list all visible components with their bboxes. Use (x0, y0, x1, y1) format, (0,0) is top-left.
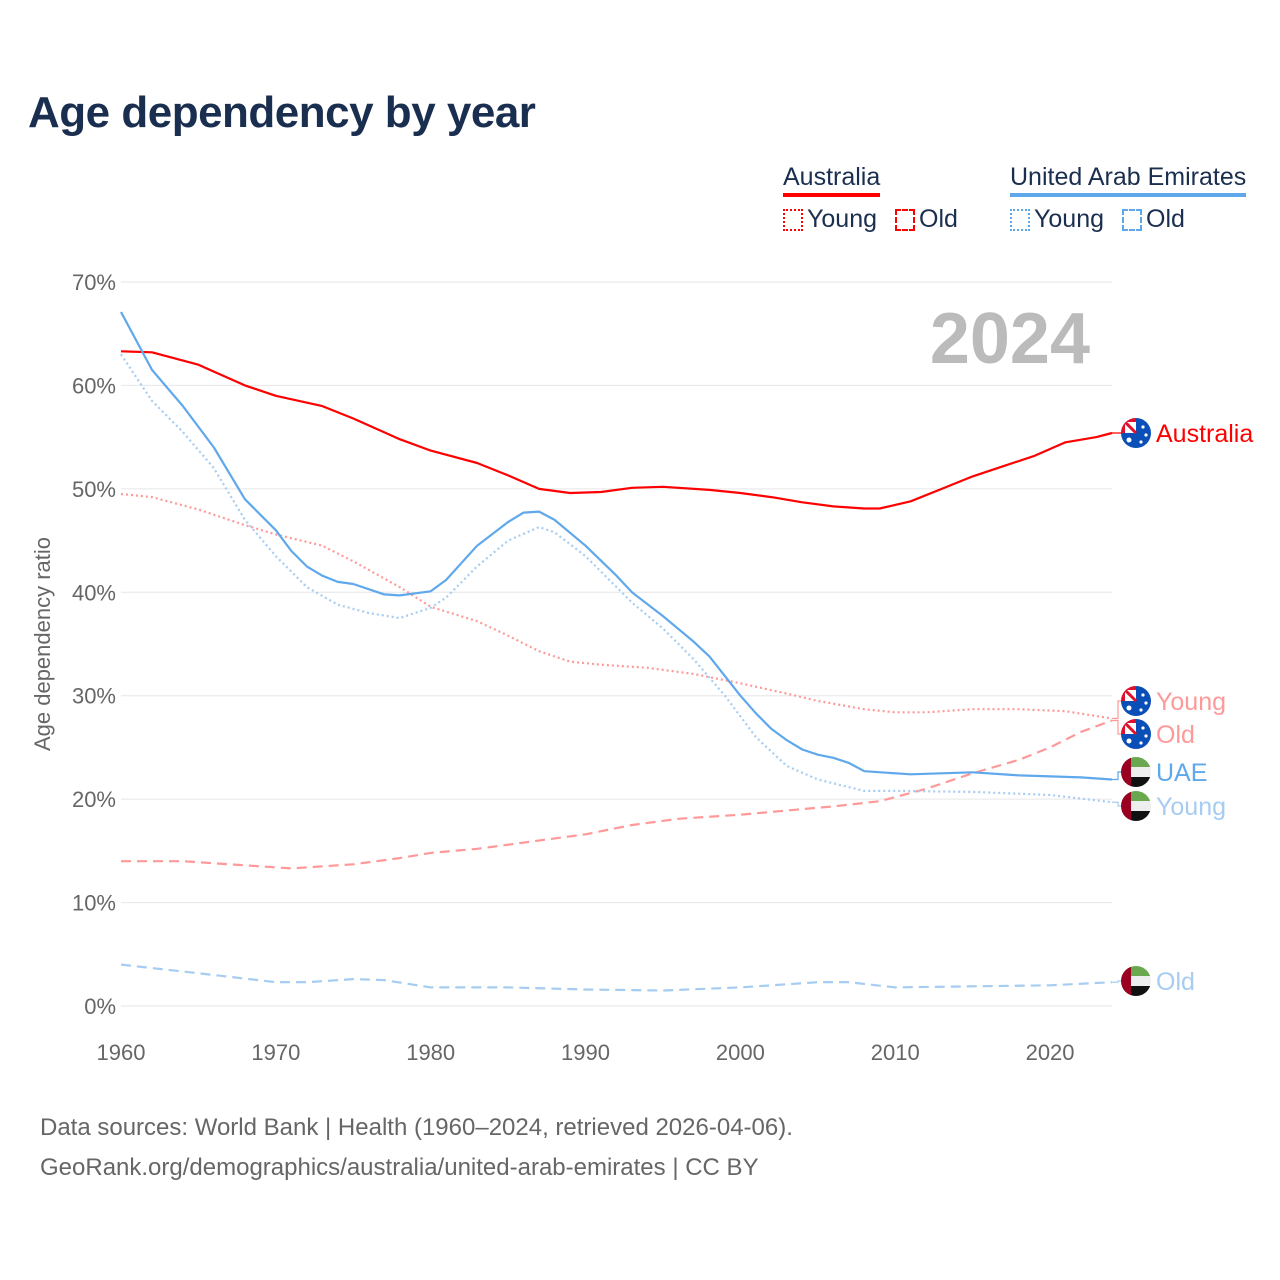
dotted-swatch-icon (1010, 208, 1030, 231)
legend-australia-young: Young (783, 205, 877, 234)
legend-item-label: Old (1146, 205, 1185, 233)
legend-australia: Australia Young Old (783, 163, 958, 234)
x-tick-label: 1960 (97, 1040, 146, 1065)
y-tick-label: 50% (72, 477, 116, 502)
dotted-swatch-icon (783, 208, 803, 231)
y-tick-label: 70% (72, 270, 116, 295)
dashed-swatch-icon (1122, 208, 1142, 231)
y-tick-label: 60% (72, 373, 116, 398)
australia-flag-icon (1121, 719, 1151, 749)
legend-uae-young: Young (1010, 205, 1104, 234)
legend-australia-label: Australia (783, 163, 881, 197)
uae-flag-icon (1121, 757, 1151, 787)
source-url-text: GeoRank.org/demographics/australia/unite… (40, 1154, 759, 1181)
legend-uae-label: United Arab Emirates (1010, 163, 1247, 197)
y-axis-label: Age dependency ratio (30, 537, 55, 751)
footer: Data sources: World Bank | Health (1960–… (40, 1108, 793, 1188)
x-tick-label: 2010 (871, 1040, 920, 1065)
year-watermark: 2024 (930, 299, 1090, 379)
end-label-australia: Australia (1156, 420, 1253, 448)
uae-flag-icon (1121, 966, 1151, 996)
legend-uae: United Arab Emirates Young Old (1010, 163, 1247, 234)
leader-line (1112, 719, 1122, 735)
x-tick-label: 1970 (251, 1040, 300, 1065)
y-tick-label: 10% (72, 891, 116, 916)
legend-item-label: Young (1034, 205, 1104, 233)
x-tick-label: 1990 (561, 1040, 610, 1065)
data-source-text: Data sources: World Bank | Health (1960–… (40, 1114, 793, 1141)
leader-line (1112, 700, 1122, 720)
series-line-australia (120, 350, 1113, 510)
legend-australia-old: Old (895, 205, 958, 234)
series-line-australia-young (120, 492, 1113, 720)
y-tick-label: 0% (84, 994, 116, 1019)
australia-flag-icon (1121, 418, 1151, 448)
y-tick-label: 20% (72, 787, 116, 812)
uae-flag-icon (1121, 791, 1151, 821)
end-label-united-arab-emirates-old: Old (1156, 968, 1195, 996)
series-line-united-arab-emirates-old (120, 963, 1113, 992)
x-tick-label: 2000 (716, 1040, 765, 1065)
end-label-united-arab-emirates: UAE (1156, 759, 1207, 787)
y-tick-label: 40% (72, 580, 116, 605)
legend-item-label: Old (919, 205, 958, 233)
leader-line (1112, 980, 1122, 983)
legend-item-label: Young (807, 205, 877, 233)
end-label-australia-old: Old (1156, 721, 1195, 749)
x-tick-label: 2020 (1026, 1040, 1075, 1065)
leader-line (1112, 771, 1122, 781)
legend-uae-old: Old (1122, 205, 1185, 234)
leader-line (1112, 801, 1122, 807)
x-tick-label: 1980 (406, 1040, 455, 1065)
y-tick-label: 30% (72, 684, 116, 709)
chart-title: Age dependency by year (28, 88, 536, 137)
series-line-australia-old (121, 719, 1113, 870)
australia-flag-icon (1121, 686, 1151, 716)
series-line-united-arab-emirates (120, 311, 1113, 781)
dashed-swatch-icon (895, 208, 915, 231)
end-label-australia-young: Young (1156, 688, 1226, 716)
series-line-united-arab-emirates-young (120, 353, 1113, 804)
end-label-united-arab-emirates-young: Young (1156, 793, 1226, 821)
